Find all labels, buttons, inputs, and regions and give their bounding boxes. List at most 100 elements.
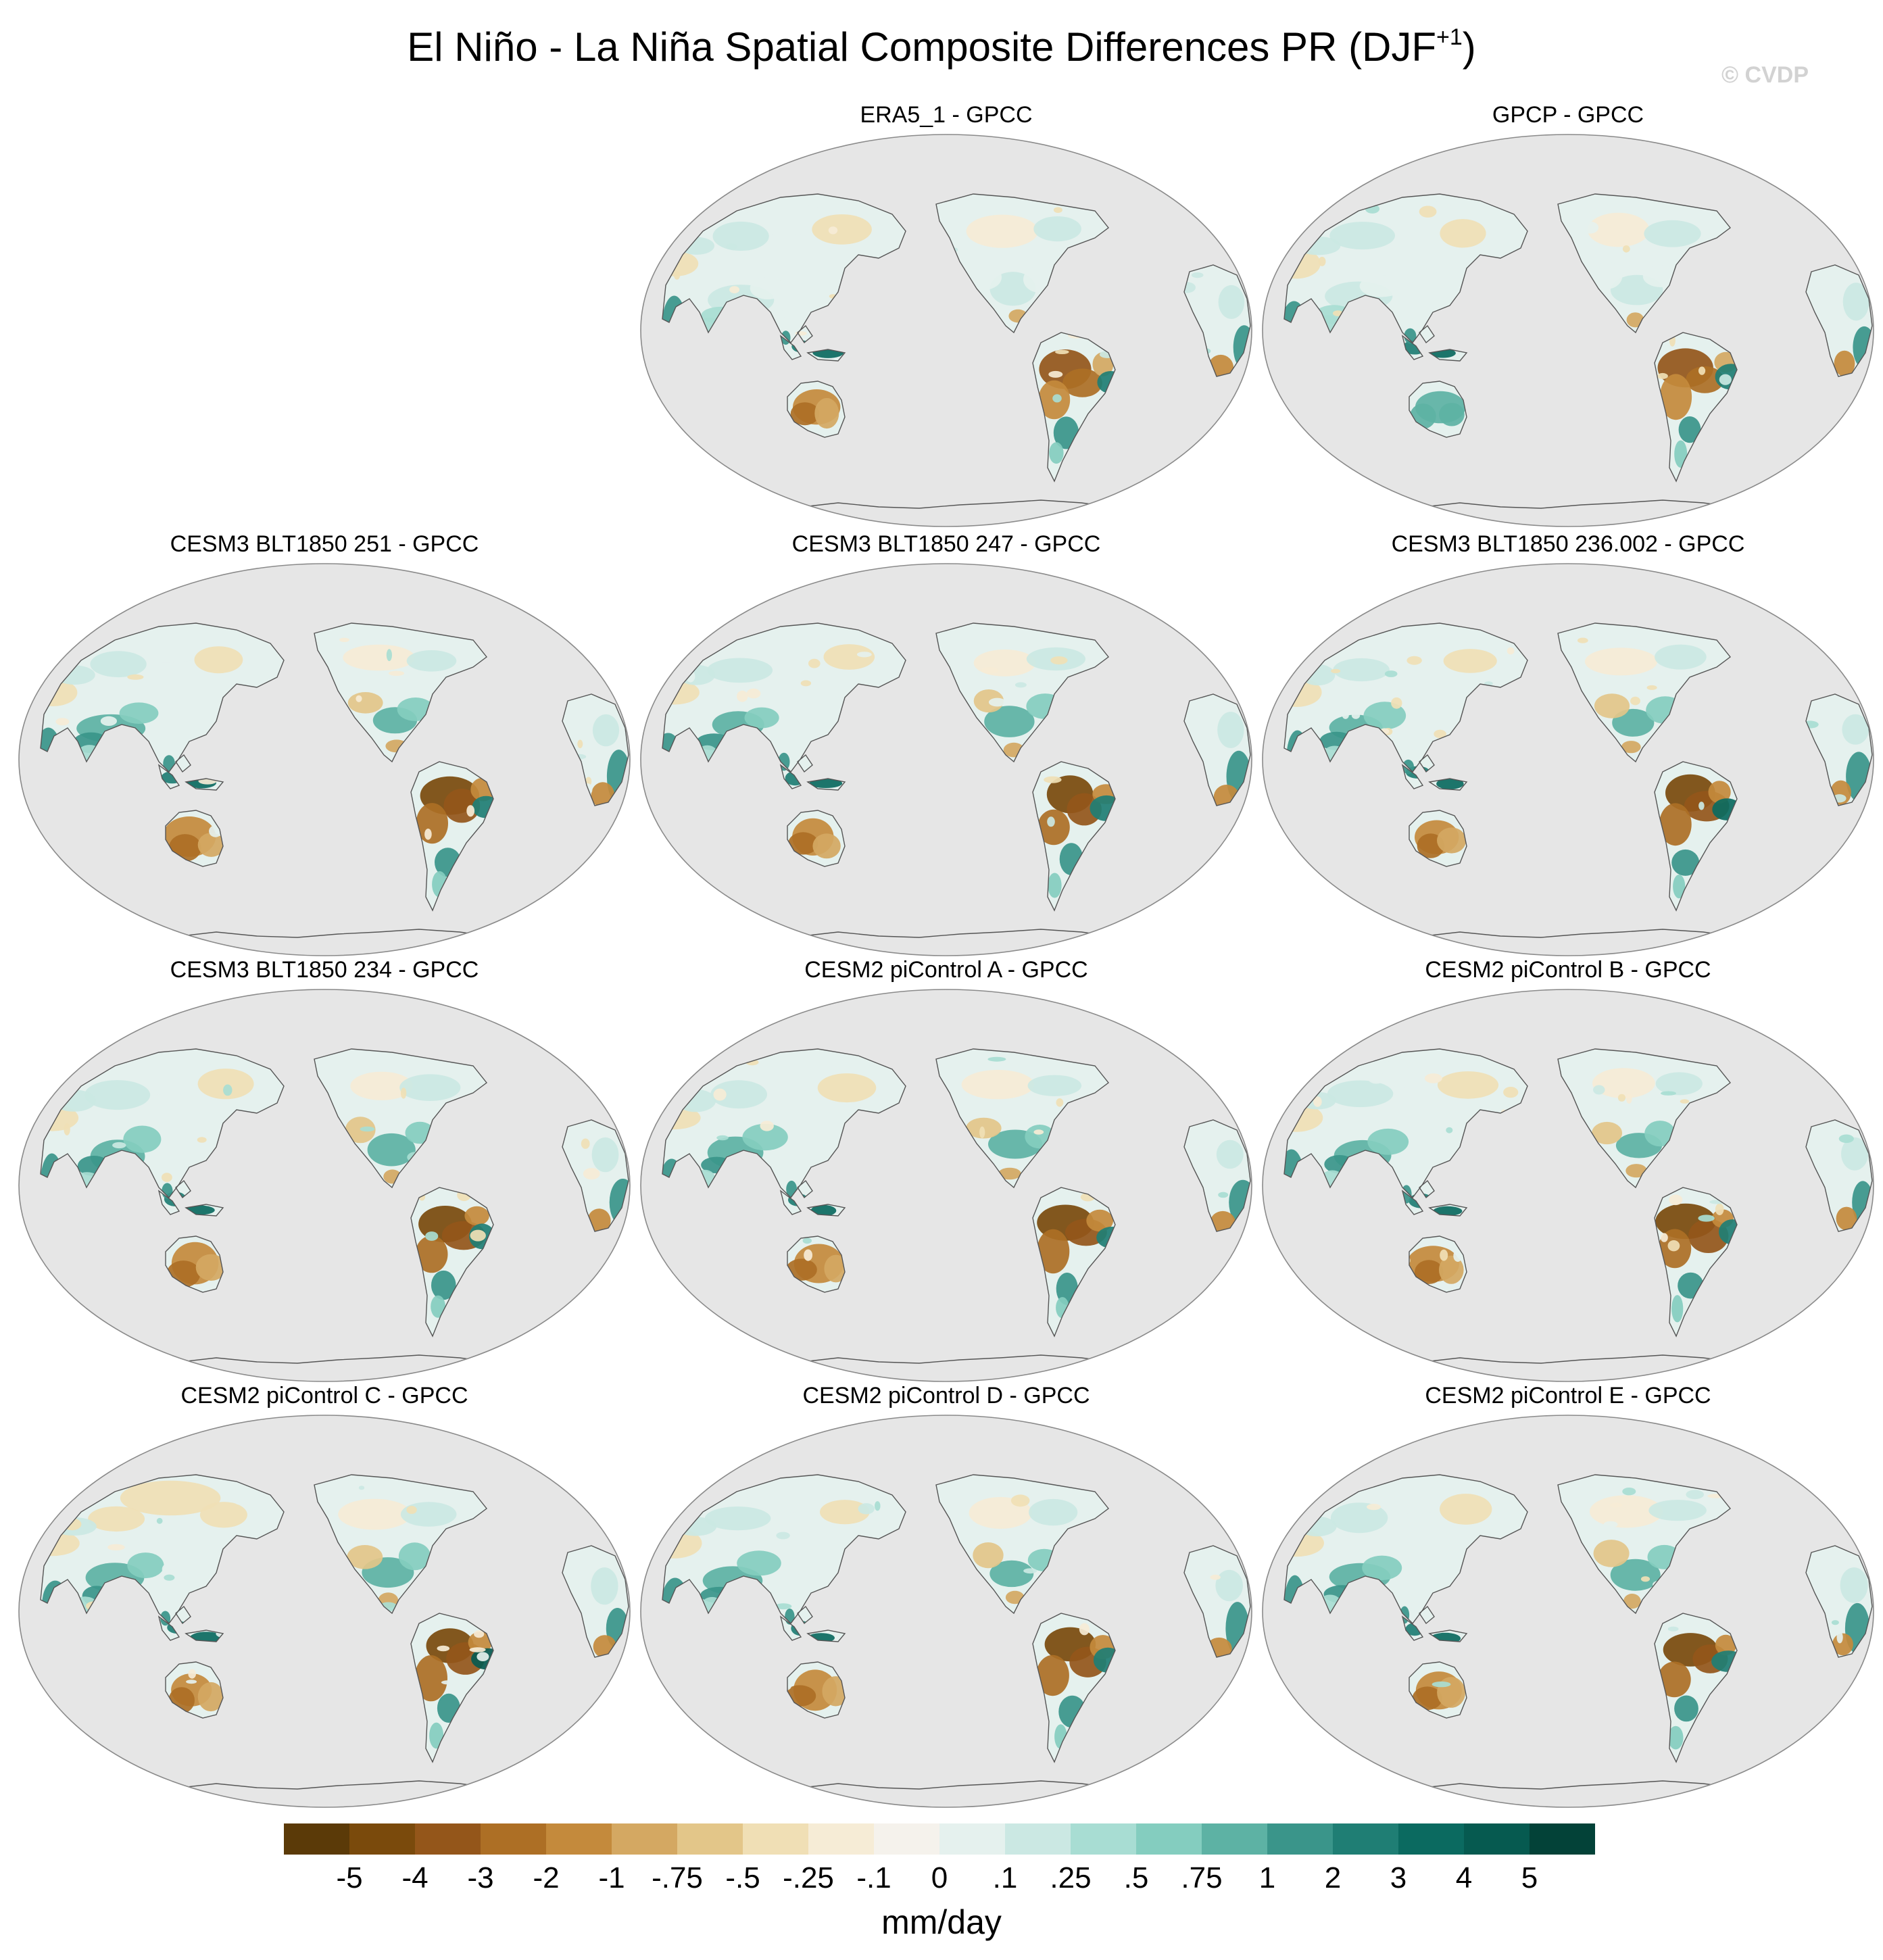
anomaly-patch (707, 658, 773, 683)
anomaly-patch (1680, 1099, 1690, 1104)
anomaly-patch (593, 660, 611, 666)
anomaly-patch (1351, 712, 1361, 719)
panel-title: CESM2 piControl D - GPCC (802, 1383, 1090, 1408)
anomaly-patch (581, 1138, 590, 1149)
anomaly-patch (345, 1117, 376, 1144)
anomaly-patch (1669, 1194, 1683, 1206)
anomaly-patch (1415, 1260, 1444, 1284)
anomaly-patch (339, 637, 349, 642)
anomaly-patch (431, 1270, 456, 1300)
coastline-northamerica (1557, 622, 1731, 763)
anomaly-patch (812, 214, 872, 245)
colorbar-box (1398, 1823, 1464, 1855)
coastline-africa (1183, 1545, 1251, 1658)
colorbar-box (1136, 1823, 1202, 1855)
anomaly-patch (1592, 1121, 1623, 1145)
anomaly-patch (100, 716, 117, 726)
anomaly-patch (1678, 416, 1701, 443)
anomaly-patch (1673, 875, 1686, 899)
coastline-southamerica (1654, 761, 1738, 912)
anomaly-patch (1686, 1490, 1704, 1500)
anomaly-patch (1027, 1075, 1082, 1096)
anomaly-patch (1391, 697, 1402, 709)
anomaly-patch (1437, 827, 1467, 854)
anomaly-patch (1318, 256, 1326, 266)
anomaly-patch (1625, 1164, 1647, 1178)
anomaly-patch (107, 1544, 125, 1550)
anomaly-patch (470, 1229, 486, 1242)
coastline-australia (787, 1235, 846, 1293)
anomaly-patch (590, 634, 606, 646)
colorbar-box (808, 1823, 874, 1855)
anomaly-patch (984, 706, 1035, 737)
coastline-australia (165, 810, 224, 867)
coastline-seasia (779, 1179, 846, 1217)
anomaly-patch (1584, 647, 1658, 676)
coastline-eurasia (40, 1048, 285, 1199)
world-map (640, 563, 1252, 956)
anomaly-patch (1644, 1121, 1676, 1147)
colorbar-box (1464, 1823, 1530, 1855)
anomaly-patch (1836, 1206, 1857, 1231)
anomaly-patch (1384, 670, 1398, 677)
colorbar-tick-label: -1 (598, 1861, 625, 1894)
anomaly-patch (399, 1074, 461, 1101)
anomaly-patch (744, 707, 779, 729)
colorbar-box (284, 1823, 349, 1855)
colorbar-box (874, 1823, 939, 1855)
coastline-africa (562, 1119, 629, 1232)
anomaly-patch (199, 1502, 247, 1528)
anomaly-patch (112, 1142, 126, 1149)
main-title-text: El Niño - La Niña Spatial Composite Diff… (407, 24, 1437, 70)
anomaly-patch (1622, 245, 1630, 253)
panel-title: ERA5_1 - GPCC (860, 102, 1033, 128)
coastline-northamerica (1557, 1474, 1731, 1615)
map-border (1262, 563, 1874, 956)
anomaly-patch (988, 697, 1006, 707)
anomaly-patch (1363, 702, 1407, 730)
anomaly-patch (743, 203, 833, 235)
colorbar-box (1267, 1823, 1333, 1855)
anomaly-patch (746, 688, 761, 699)
anomaly-patch (828, 226, 838, 235)
credit-watermark: © CVDP (1721, 62, 1809, 88)
anomaly-patch (476, 1652, 489, 1661)
anomaly-patch (1840, 1567, 1868, 1603)
main-title: El Niño - La Niña Spatial Composite Diff… (0, 20, 1883, 74)
anomaly-patch (1092, 352, 1114, 376)
anomaly-patch (194, 646, 243, 674)
anomaly-patch (1659, 803, 1692, 846)
colorbar-tick-label: .25 (1050, 1861, 1092, 1894)
coastline-southamerica (410, 1613, 494, 1763)
anomaly-patch (1660, 1233, 1668, 1242)
anomaly-patch (156, 1517, 163, 1524)
coastline-northamerica (935, 622, 1109, 763)
colorbar-tick-label: .5 (1123, 1861, 1149, 1894)
anomaly-patch (350, 1071, 413, 1100)
anomaly-patch (1842, 283, 1869, 321)
anomaly-patch (1373, 1478, 1457, 1514)
anomaly-patch (195, 1254, 226, 1281)
coastline-africa (1183, 1119, 1251, 1232)
anomaly-patch (88, 1506, 145, 1532)
map-border (18, 563, 631, 956)
anomaly-patch (1657, 372, 1668, 379)
anomaly-patch (810, 1204, 837, 1217)
anomaly-patch (119, 1056, 219, 1095)
anomaly-patch (1056, 1098, 1064, 1107)
coastline-australia (787, 1661, 846, 1719)
colorbar-box (546, 1823, 612, 1855)
map-border (18, 989, 631, 1382)
map-panel: CESM2 piControl E - GPCC (1257, 1382, 1879, 1815)
coastline-australia (787, 810, 846, 867)
anomaly-patch (347, 1545, 383, 1569)
anomaly-patch (197, 833, 225, 857)
anomaly-patch (441, 1680, 457, 1685)
panel-title: CESM2 piControl A - GPCC (804, 957, 1088, 983)
anomaly-patch (1642, 265, 1679, 287)
coastline-eurasia (662, 622, 906, 773)
colorbar-tick-label: 4 (1455, 1861, 1473, 1894)
colorbar-box (1333, 1823, 1398, 1855)
world-map (1262, 563, 1874, 956)
anomaly-patch (1592, 1068, 1655, 1098)
